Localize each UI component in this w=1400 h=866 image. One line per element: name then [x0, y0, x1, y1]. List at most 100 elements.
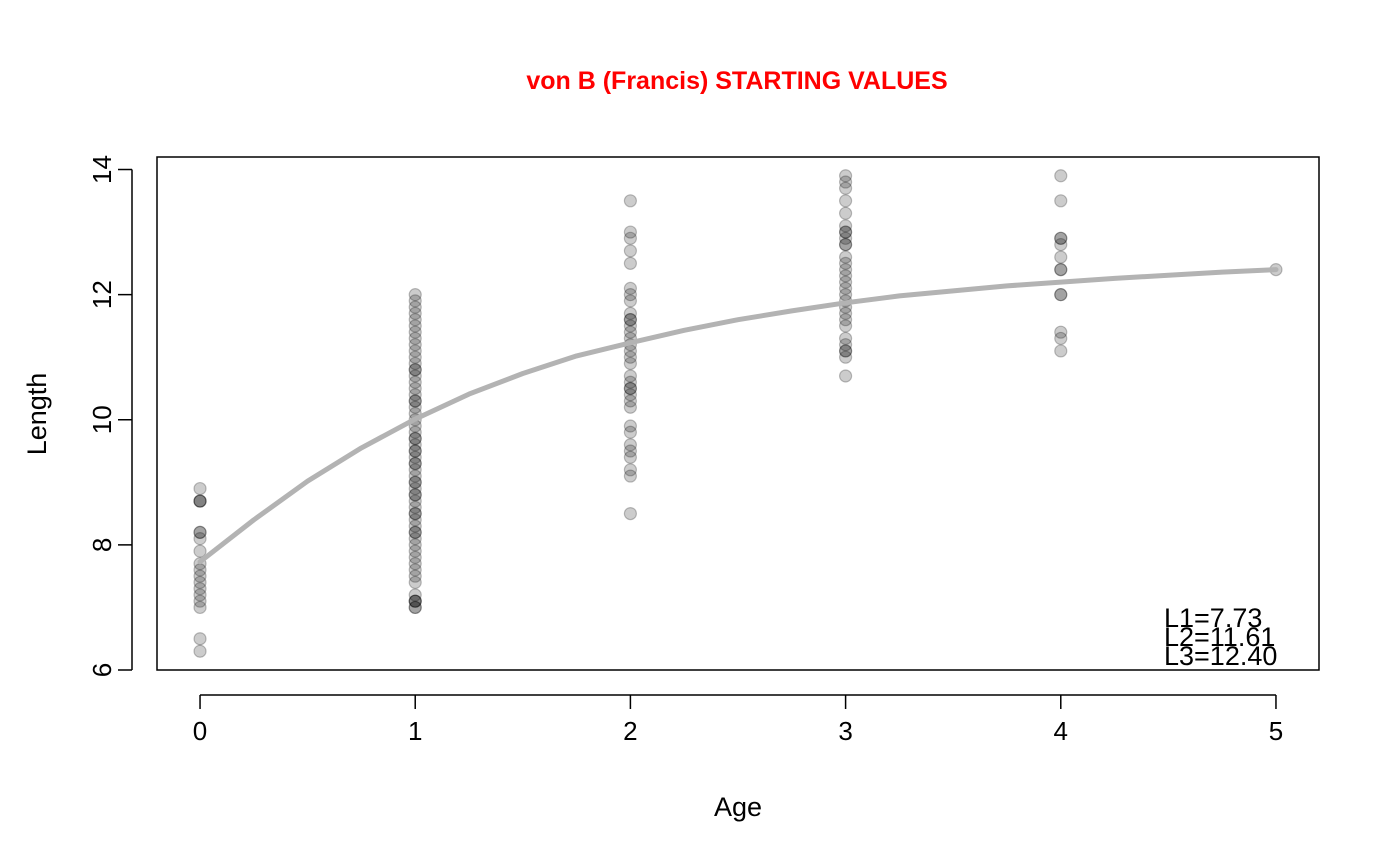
data-point — [193, 525, 207, 539]
y-tick-label: 12 — [87, 280, 117, 309]
data-point — [1054, 344, 1068, 358]
data-point — [838, 237, 853, 252]
data-point — [408, 456, 422, 471]
data-point — [408, 538, 422, 552]
data-point — [408, 469, 422, 483]
legend-entry: L1=7.73 — [1164, 603, 1262, 633]
data-point — [193, 632, 207, 646]
data-point — [838, 313, 853, 327]
data-point — [408, 500, 422, 514]
data-point — [838, 344, 853, 358]
data-point — [408, 375, 422, 389]
data-point — [408, 331, 422, 346]
data-point — [838, 194, 853, 208]
data-point — [408, 456, 422, 471]
data-point — [408, 344, 422, 358]
data-point — [408, 444, 422, 458]
data-point — [408, 363, 422, 377]
data-point — [1054, 250, 1068, 264]
legend-entry: L2=11.61 — [1164, 622, 1275, 652]
fitted-curve-group — [197, 267, 1279, 565]
chart-title: von B (Francis) STARTING VALUES — [526, 67, 947, 95]
data-point — [408, 488, 422, 502]
data-point — [408, 444, 422, 458]
data-point — [193, 569, 207, 583]
data-point — [408, 557, 422, 571]
y-axis: 6 8 10 12 14 — [87, 155, 133, 677]
data-point — [623, 394, 638, 408]
data-point — [623, 375, 638, 389]
data-point — [623, 419, 638, 433]
data-point — [623, 231, 638, 245]
data-point — [408, 313, 422, 327]
data-point — [408, 388, 422, 402]
data-point — [623, 388, 638, 402]
data-point — [623, 281, 638, 295]
data-point — [193, 494, 207, 508]
data-point — [408, 488, 422, 502]
data-point — [408, 481, 422, 496]
data-point — [408, 425, 422, 439]
data-point — [193, 588, 207, 602]
data-point — [623, 425, 638, 439]
x-axis-label: Age — [714, 792, 762, 822]
data-point — [408, 594, 422, 608]
data-point — [193, 644, 207, 658]
data-point — [838, 225, 853, 239]
data-point — [408, 575, 422, 590]
data-point — [408, 288, 422, 302]
data-point — [623, 506, 638, 521]
data-point — [623, 325, 638, 339]
y-axis-label: Length — [22, 373, 52, 456]
data-point — [193, 494, 207, 508]
x-tick-label: 0 — [193, 716, 207, 746]
data-point — [838, 206, 853, 220]
y-tick-label: 14 — [87, 155, 117, 184]
data-point — [408, 363, 422, 377]
data-point — [1054, 169, 1068, 183]
x-tick-label: 5 — [1269, 716, 1283, 746]
data-point — [623, 294, 638, 308]
y-tick-label: 10 — [87, 405, 117, 434]
data-point — [408, 400, 422, 414]
data-point — [1054, 263, 1068, 277]
data-point — [408, 306, 422, 321]
data-point — [408, 431, 422, 446]
data-point — [408, 319, 422, 333]
data-point — [408, 594, 422, 608]
data-point — [408, 381, 422, 396]
data-point — [838, 275, 853, 289]
x-tick-label: 1 — [408, 716, 422, 746]
data-point — [838, 263, 853, 277]
data-point — [623, 369, 638, 383]
data-point — [1054, 231, 1068, 245]
data-point — [193, 481, 207, 496]
data-point — [408, 438, 422, 452]
data-point — [838, 250, 853, 264]
data-point — [193, 600, 207, 615]
data-point — [623, 438, 638, 452]
data-point — [623, 288, 638, 302]
data-point — [623, 256, 638, 270]
data-point — [1054, 331, 1068, 346]
data-point — [408, 294, 422, 308]
data-point — [1054, 288, 1068, 302]
data-point — [193, 525, 207, 539]
data-point — [838, 237, 853, 252]
data-points — [193, 169, 1283, 658]
fitted-curve — [197, 267, 1279, 565]
data-point — [838, 350, 853, 364]
x-tick-label: 3 — [838, 716, 852, 746]
data-point — [623, 356, 638, 371]
data-point — [838, 369, 853, 383]
data-point — [623, 225, 638, 239]
data-point — [408, 544, 422, 558]
plot-frame — [156, 156, 1320, 671]
data-point — [838, 169, 853, 183]
data-point — [1054, 194, 1068, 208]
legend-entry: L3=12.40 — [1164, 641, 1277, 671]
data-point — [838, 338, 853, 352]
y-tick-label: 8 — [87, 538, 117, 552]
data-point — [408, 563, 422, 577]
data-point — [623, 381, 638, 396]
